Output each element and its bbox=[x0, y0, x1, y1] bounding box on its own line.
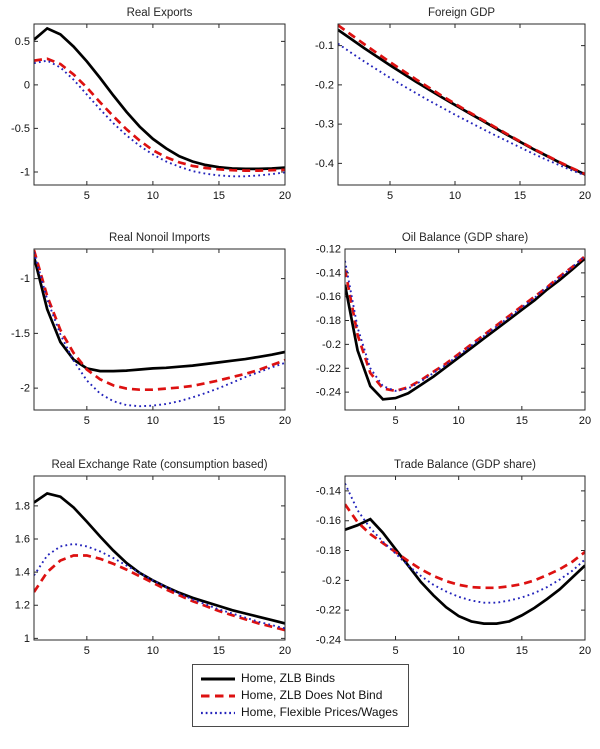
legend-item-zlb-does-not-bind: Home, ZLB Does Not Bind bbox=[201, 688, 398, 703]
svg-text:Real Exports: Real Exports bbox=[127, 7, 193, 19]
svg-text:-0.14: -0.14 bbox=[316, 485, 341, 497]
svg-text:5: 5 bbox=[84, 415, 90, 427]
svg-text:1.8: 1.8 bbox=[15, 500, 30, 512]
svg-text:-0.24: -0.24 bbox=[316, 635, 341, 647]
svg-text:-0.4: -0.4 bbox=[315, 158, 334, 170]
svg-text:-0.2: -0.2 bbox=[322, 575, 341, 587]
svg-text:-0.5: -0.5 bbox=[11, 123, 30, 135]
svg-text:-0.3: -0.3 bbox=[315, 119, 334, 131]
svg-text:-0.14: -0.14 bbox=[316, 267, 341, 279]
svg-text:Oil Balance (GDP share): Oil Balance (GDP share) bbox=[402, 232, 529, 244]
chart-trade-balance: Trade Balance (GDP share) 5 10 15 20 -0.14 -0.… bbox=[300, 450, 600, 675]
svg-text:-0.16: -0.16 bbox=[316, 515, 341, 527]
svg-text:1.2: 1.2 bbox=[15, 600, 30, 612]
legend-item-zlb-binds: Home, ZLB Binds bbox=[201, 671, 398, 686]
svg-text:10: 10 bbox=[147, 645, 159, 657]
chart-foreign-gdp: Foreign GDP 5 10 15 20 -0.1 -0.2 -0.3 -0.4 bbox=[300, 0, 600, 225]
legend-label: Home, ZLB Binds bbox=[241, 671, 336, 685]
legend-swatch-dotted-line bbox=[201, 711, 235, 714]
svg-text:-0.12: -0.12 bbox=[316, 244, 341, 256]
svg-text:20: 20 bbox=[579, 415, 591, 427]
svg-text:15: 15 bbox=[213, 645, 225, 657]
svg-text:15: 15 bbox=[213, 415, 225, 427]
svg-text:20: 20 bbox=[279, 415, 291, 427]
svg-text:5: 5 bbox=[392, 645, 398, 657]
svg-text:5: 5 bbox=[387, 190, 393, 202]
svg-text:Trade Balance (GDP share): Trade Balance (GDP share) bbox=[394, 459, 536, 471]
svg-text:10: 10 bbox=[449, 190, 461, 202]
svg-text:20: 20 bbox=[579, 645, 591, 657]
chart-oil-balance: Oil Balance (GDP share) 5 10 15 20 -0.12 -0.14… bbox=[300, 225, 600, 450]
svg-text:20: 20 bbox=[579, 190, 591, 202]
svg-text:1.4: 1.4 bbox=[15, 567, 30, 579]
legend-swatch-solid-line bbox=[201, 677, 235, 680]
svg-text:10: 10 bbox=[453, 645, 465, 657]
svg-text:-0.22: -0.22 bbox=[316, 605, 341, 617]
svg-text:0: 0 bbox=[24, 79, 30, 91]
svg-text:5: 5 bbox=[84, 645, 90, 657]
svg-text:1.6: 1.6 bbox=[15, 533, 30, 545]
svg-text:15: 15 bbox=[213, 190, 225, 202]
chart-grid: Real Exports 5 10 15 20 0.5 0 -0.5 -1 Foreign GD… bbox=[0, 0, 600, 675]
svg-text:Real Nonoil Imports: Real Nonoil Imports bbox=[109, 232, 210, 244]
svg-text:-0.2: -0.2 bbox=[315, 79, 334, 91]
svg-text:-0.24: -0.24 bbox=[316, 387, 341, 399]
svg-text:-0.18: -0.18 bbox=[316, 545, 341, 557]
legend-label: Home, Flexible Prices/Wages bbox=[241, 705, 398, 719]
chart-real-exchange-rate: Real Exchange Rate (consumption based) 5 1… bbox=[0, 450, 300, 675]
svg-text:-1.5: -1.5 bbox=[11, 328, 30, 340]
chart-real-nonoil-imports: Real Nonoil Imports 5 10 15 20 -1 -1.5 -2 bbox=[0, 225, 300, 450]
svg-text:5: 5 bbox=[392, 415, 398, 427]
legend: Home, ZLB Binds Home, ZLB Does Not Bind … bbox=[192, 664, 409, 727]
svg-text:10: 10 bbox=[147, 415, 159, 427]
svg-text:-1: -1 bbox=[20, 273, 30, 285]
legend-item-flexible-prices: Home, Flexible Prices/Wages bbox=[201, 705, 398, 720]
svg-text:15: 15 bbox=[516, 415, 528, 427]
svg-text:15: 15 bbox=[514, 190, 526, 202]
svg-text:-0.18: -0.18 bbox=[316, 315, 341, 327]
svg-text:-0.1: -0.1 bbox=[315, 40, 334, 52]
svg-text:Foreign GDP: Foreign GDP bbox=[428, 7, 495, 19]
svg-text:-0.16: -0.16 bbox=[316, 291, 341, 303]
svg-text:20: 20 bbox=[279, 190, 291, 202]
svg-text:20: 20 bbox=[279, 645, 291, 657]
svg-text:-1: -1 bbox=[20, 166, 30, 178]
svg-text:Real Exchange Rate (consumptio: Real Exchange Rate (consumption based) bbox=[51, 459, 267, 471]
svg-text:15: 15 bbox=[516, 645, 528, 657]
svg-text:10: 10 bbox=[147, 190, 159, 202]
svg-text:-0.22: -0.22 bbox=[316, 363, 341, 375]
svg-text:10: 10 bbox=[453, 415, 465, 427]
svg-text:1: 1 bbox=[24, 633, 30, 645]
svg-text:-2: -2 bbox=[20, 383, 30, 395]
chart-real-exports: Real Exports 5 10 15 20 0.5 0 -0.5 -1 bbox=[0, 0, 300, 225]
svg-text:-0.2: -0.2 bbox=[322, 339, 341, 351]
legend-swatch-dashed-line bbox=[201, 694, 235, 697]
legend-label: Home, ZLB Does Not Bind bbox=[241, 688, 383, 702]
svg-text:0.5: 0.5 bbox=[15, 36, 30, 48]
svg-text:5: 5 bbox=[84, 190, 90, 202]
